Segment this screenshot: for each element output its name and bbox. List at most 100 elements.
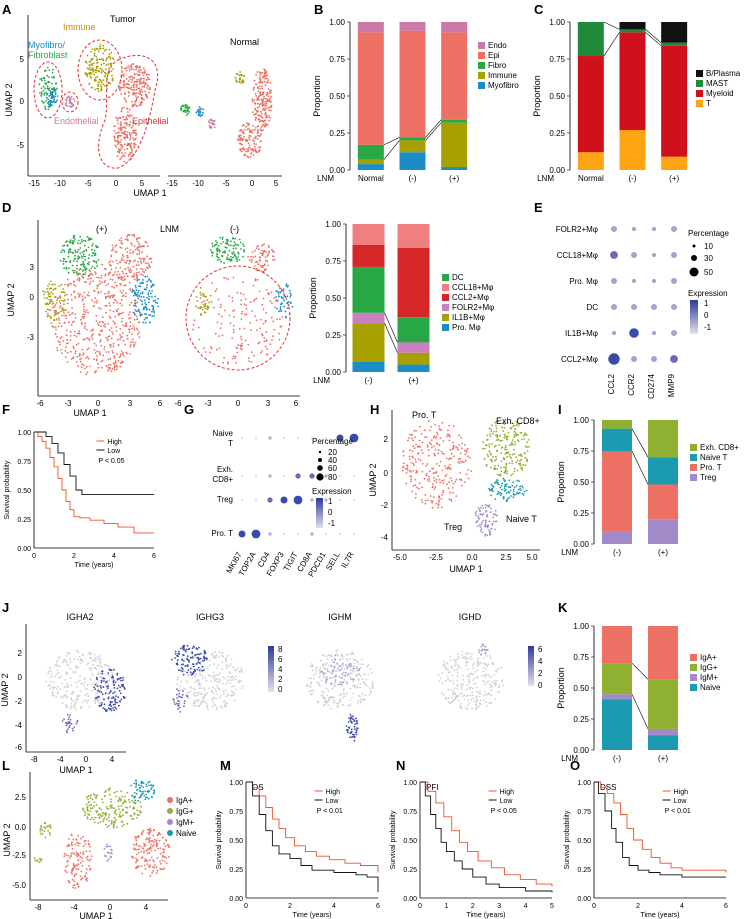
umap-cell — [439, 460, 442, 463]
feature-cell — [105, 680, 108, 683]
umap-cell — [91, 248, 93, 251]
umap-cell — [129, 288, 131, 290]
feature-cell — [349, 703, 352, 706]
umap-cell — [67, 271, 70, 274]
umap-cell — [239, 347, 242, 350]
umap-cell — [240, 248, 242, 250]
umap-cell — [109, 366, 111, 369]
feature-cell — [369, 668, 372, 671]
umap-cell — [215, 243, 218, 246]
umap-cell — [123, 143, 126, 146]
pd-xtick: 6 — [158, 399, 163, 408]
umap-cell — [63, 314, 65, 317]
feature-cell — [322, 704, 325, 707]
umap-cell — [234, 76, 237, 79]
feature-cell — [340, 668, 343, 670]
umap-cell — [480, 521, 483, 524]
umap-cell — [133, 299, 136, 302]
feature-cell — [70, 684, 73, 687]
feature-cell — [349, 719, 352, 721]
umap-cell — [433, 480, 436, 482]
feature-cell — [73, 704, 76, 707]
umap-cell — [55, 82, 57, 85]
umap-cell — [216, 255, 219, 258]
umap-cell — [132, 124, 134, 127]
umap-cell — [126, 131, 129, 133]
umap-cell — [134, 293, 137, 296]
umap-cell — [125, 69, 128, 72]
umap-cell — [202, 303, 205, 306]
umap-cell — [84, 325, 86, 327]
umap-cell — [102, 321, 105, 324]
umap-cell — [123, 278, 126, 281]
feature-cell — [352, 733, 354, 736]
feature-cell — [108, 692, 111, 695]
feature-cell — [333, 675, 336, 678]
umap-cell — [238, 238, 241, 241]
umap-cell — [448, 435, 451, 438]
umap-cell — [43, 297, 46, 299]
umap-cell — [417, 446, 419, 448]
umap-cell — [82, 313, 84, 316]
umap-cell — [273, 328, 275, 331]
umap-cell — [255, 151, 258, 154]
umap-cell — [254, 92, 257, 95]
feature-cell — [193, 668, 196, 671]
umap-cell — [251, 258, 253, 261]
umap-cell — [489, 511, 492, 514]
feature-cell — [112, 707, 114, 709]
feature-cell — [460, 683, 462, 686]
umap-cell — [218, 347, 221, 350]
umap-cell — [280, 296, 283, 298]
umap-cell — [286, 295, 289, 298]
feature-cell — [490, 701, 492, 704]
umap-cell — [455, 478, 458, 481]
umap-cell — [137, 237, 140, 239]
umap-cell — [514, 428, 516, 430]
umap-cell — [417, 487, 420, 490]
umap-cell — [501, 426, 503, 429]
umap-cell — [47, 285, 49, 287]
feature-cell — [113, 684, 115, 687]
bar-segment — [619, 29, 646, 33]
umap-cell — [77, 239, 80, 242]
umap-cell — [179, 108, 182, 110]
feature-cell — [86, 688, 88, 691]
umap-cell — [274, 306, 276, 309]
umap-cell — [88, 261, 91, 264]
feature-cell — [490, 676, 493, 679]
umap-cell — [49, 90, 52, 92]
umap-cell — [71, 321, 74, 324]
umap-cell — [204, 351, 207, 353]
umap-cell — [448, 424, 451, 427]
feature-cell — [189, 667, 192, 670]
umap-cell — [138, 71, 141, 74]
feature-cell — [497, 668, 499, 670]
umap-cell — [432, 496, 435, 499]
umap-cell — [141, 96, 144, 99]
umap-cell — [504, 485, 506, 488]
umap-cell — [140, 88, 143, 91]
umap-cell — [114, 250, 117, 253]
legend-label: Naive T — [700, 453, 728, 462]
dot — [268, 474, 272, 478]
umap-cell — [503, 437, 506, 439]
umap-cell — [255, 261, 257, 263]
umap-cell — [255, 319, 258, 322]
umap-cell — [115, 330, 118, 332]
umap-cell — [83, 327, 86, 330]
umap-cell — [410, 470, 412, 473]
umap-cell — [86, 337, 89, 340]
umap-cell — [68, 282, 71, 285]
umap-cell — [76, 257, 79, 260]
umap-cell — [437, 452, 440, 455]
y-tick-label: 0.25 — [329, 129, 345, 138]
feature-cell — [472, 697, 475, 700]
feature-cell — [103, 708, 106, 710]
umap-cell — [103, 281, 106, 284]
feature-cell — [325, 701, 328, 704]
umap-cell — [82, 352, 85, 355]
umap-cell — [128, 271, 131, 273]
umap-cell — [148, 321, 151, 324]
feature-cell — [309, 693, 312, 696]
